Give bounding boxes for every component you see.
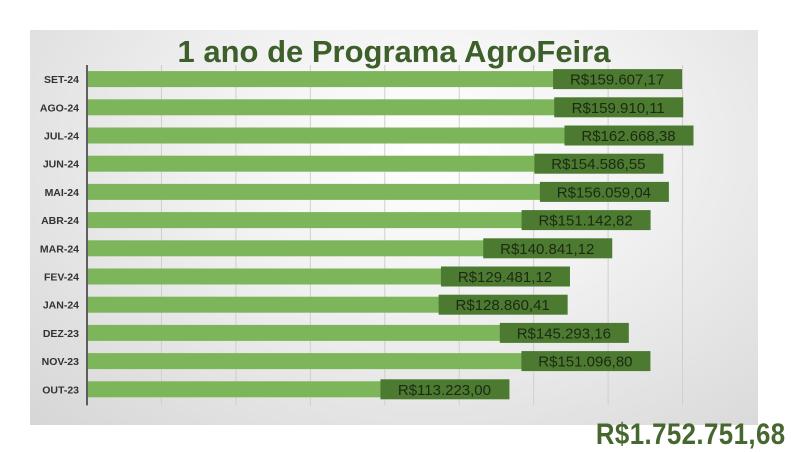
data-label: R$151.142,82 xyxy=(538,213,632,230)
chart-title: 1 ano de Programa AgroFeira xyxy=(177,34,611,69)
data-label: R$159.607,17 xyxy=(570,72,664,89)
category-label: OUT-23 xyxy=(42,384,79,396)
data-label: R$140.841,12 xyxy=(500,241,594,258)
category-label: JUN-24 xyxy=(43,159,79,171)
data-label: R$159.910,11 xyxy=(572,100,665,117)
category-label: AGO-24 xyxy=(40,102,79,114)
bar xyxy=(88,353,650,370)
data-label-box xyxy=(499,322,629,343)
data-label: R$145.293,16 xyxy=(517,325,611,342)
bar xyxy=(88,155,663,172)
data-label-box xyxy=(438,294,568,315)
bar xyxy=(88,324,628,341)
data-label: R$151.096,80 xyxy=(538,354,632,371)
data-label-box xyxy=(564,125,694,146)
category-label: DEZ-23 xyxy=(43,328,79,340)
category-label: ABR-24 xyxy=(41,215,79,227)
data-label-box xyxy=(554,97,684,118)
data-label-box xyxy=(553,69,683,90)
data-label: R$128.860,41 xyxy=(456,297,550,314)
bar xyxy=(88,71,682,88)
data-label: R$156.059,04 xyxy=(557,184,651,201)
bar xyxy=(88,183,668,200)
category-label: MAI-24 xyxy=(45,187,80,199)
category-label: JAN-24 xyxy=(43,300,79,312)
category-label: MAR-24 xyxy=(40,243,79,255)
total-value: R$1.752.751,68 xyxy=(596,418,786,451)
category-label: NOV-23 xyxy=(42,356,80,368)
data-label: R$113.223,00 xyxy=(398,382,491,399)
category-label: SET-24 xyxy=(44,74,79,86)
data-label: R$162.668,38 xyxy=(581,128,675,145)
bar xyxy=(88,99,683,116)
category-label: FEV-24 xyxy=(44,272,79,284)
bar xyxy=(88,240,612,257)
data-label: R$154.586,55 xyxy=(551,156,645,173)
data-label-box xyxy=(440,266,570,287)
data-label-box xyxy=(483,238,613,259)
bar xyxy=(88,212,650,229)
category-label: JUL-24 xyxy=(44,131,79,143)
data-label-box xyxy=(539,181,669,202)
data-label: R$129.481,12 xyxy=(458,269,552,286)
data-label-box xyxy=(521,351,651,372)
data-label-box xyxy=(534,153,664,174)
data-label-box xyxy=(521,210,651,231)
data-label-box xyxy=(380,379,510,400)
bar xyxy=(88,127,693,144)
